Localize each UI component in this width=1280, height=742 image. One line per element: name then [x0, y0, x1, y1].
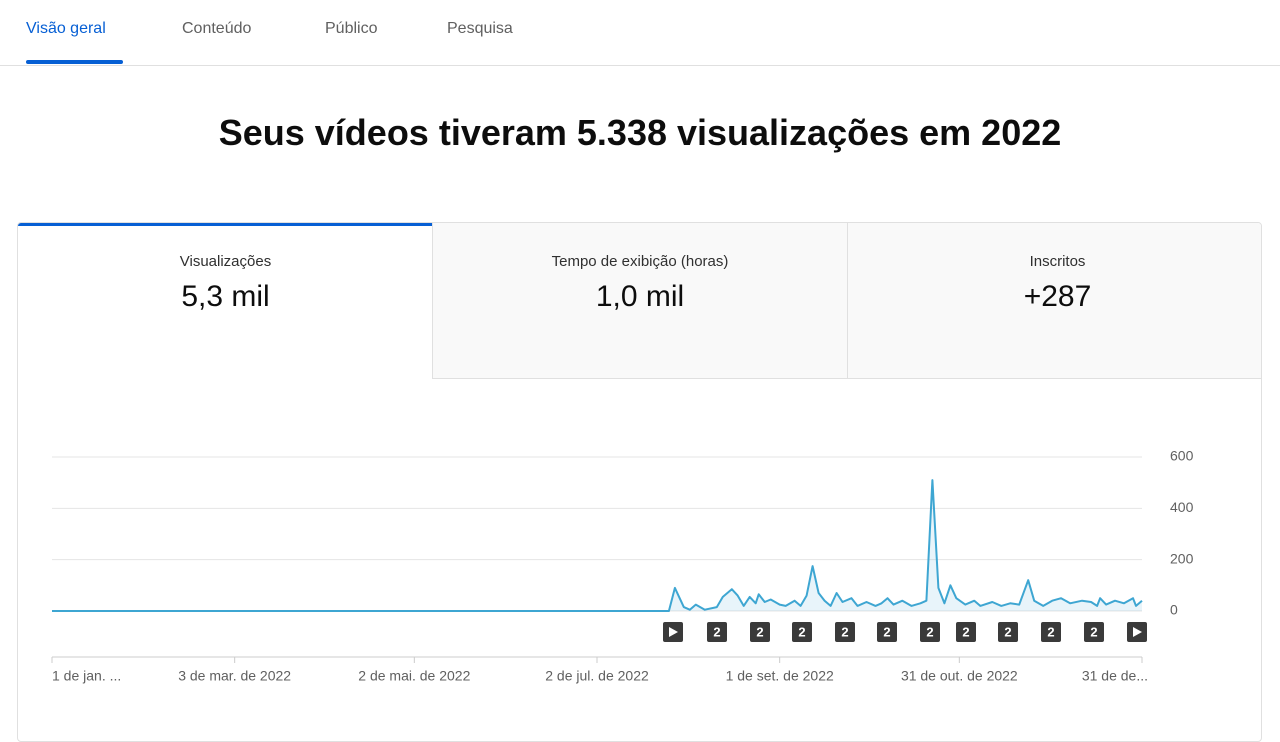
marker-count: 2 [883, 624, 890, 639]
area [52, 480, 1142, 611]
metric-value: 1,0 mil [595, 280, 685, 313]
marker-count: 2 [1090, 624, 1097, 639]
y-tick-label: 400 [1170, 499, 1194, 515]
marker-count: 2 [798, 624, 805, 639]
page: Visão geral Conteúdo Público Pesquisa Se… [0, 20, 1280, 742]
play-icon [1133, 627, 1142, 637]
video-marker [835, 622, 855, 642]
marker-count: 2 [841, 624, 848, 639]
line [52, 479, 1143, 612]
marker-count: 2 [713, 624, 720, 639]
x-tick-label: 1 de set. de 2022 [726, 668, 834, 684]
video-marker [920, 622, 940, 642]
video-marker [707, 622, 727, 642]
video-marker [998, 622, 1018, 642]
x-tick-label: 31 de out. de 2022 [901, 668, 1018, 684]
tab[interactable]: Pesquisa [447, 20, 513, 37]
tab[interactable]: Conteúdo [182, 20, 252, 37]
y-tick-label: 200 [1170, 550, 1194, 566]
tab[interactable]: Visão geral [26, 20, 106, 37]
video-marker [956, 622, 976, 642]
marker-count: 2 [1004, 624, 1011, 639]
y-tick-label: 600 [1170, 448, 1194, 464]
x-tick-label: 3 de mar. de 2022 [178, 668, 291, 684]
metric-value: 5,3 mil [181, 280, 270, 313]
metric-label: Inscritos [1029, 253, 1086, 270]
video-marker [750, 622, 770, 642]
x-tick-label: 2 de mai. de 2022 [358, 668, 470, 684]
metric-tab[interactable]: Tempo de exibição (horas) 1,0 mil [432, 223, 847, 379]
metric-tab[interactable]: Visualizações 5,3 mil [18, 223, 433, 379]
metric-label: Tempo de exibição (horas) [551, 253, 729, 270]
metric-tab[interactable]: Inscritos +287 [847, 223, 1261, 379]
play-icon [669, 627, 678, 637]
metric-label: Visualizações [179, 253, 272, 270]
x-tick-label: 2 de jul. de 2022 [545, 668, 649, 684]
metric-value: +287 [1023, 280, 1092, 313]
marker-count: 2 [756, 624, 763, 639]
y-tick-label: 0 [1170, 602, 1178, 618]
tab[interactable]: Público [325, 20, 378, 37]
marker-count: 2 [1047, 624, 1054, 639]
video-marker [1084, 622, 1104, 642]
tab-indicator [26, 60, 123, 64]
chart: 0 200 400 600 1 de jan. ... 3 de mar. de 2022… [51, 448, 1194, 684]
x-tick-label: 31 de de... [1082, 668, 1148, 684]
video-marker [792, 622, 812, 642]
marker-count: 2 [962, 624, 969, 639]
marker-count: 2 [926, 624, 933, 639]
video-marker [877, 622, 897, 642]
video-marker [1041, 622, 1061, 642]
x-tick-label: 1 de jan. ... [52, 668, 121, 684]
divider [0, 65, 1280, 66]
headline: Seus vídeos tiveram 5.338 visualizações … [218, 112, 1062, 153]
